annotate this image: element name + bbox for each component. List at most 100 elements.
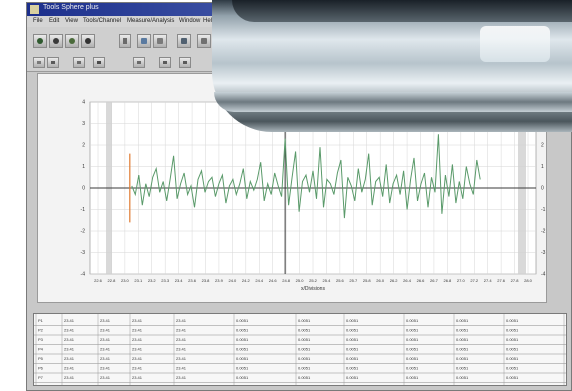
measure-icon [201, 38, 207, 44]
table-cell: P6 [38, 366, 44, 371]
y-tick-label-right: -1 [541, 207, 546, 213]
y-tick-label-right: 1 [541, 164, 544, 170]
disk-button[interactable] [119, 34, 131, 48]
tile-icon [137, 61, 141, 64]
y-tick-label-right: -2 [541, 229, 546, 235]
x-tick-label: 22.6 [94, 278, 103, 283]
x-tick-label: 23.2 [148, 278, 157, 283]
results-grid: P1 23.41 23.41 23.41 23.41 0.0051 0.0051 0.0051… [34, 314, 566, 385]
table-cell: 0.0051 [236, 366, 249, 371]
export-icon [77, 61, 81, 64]
table-cell: 0.0051 [456, 328, 469, 333]
disk-icon [123, 38, 127, 44]
table-cell: 23.41 [132, 366, 143, 371]
export-button[interactable] [73, 57, 85, 68]
table-cell: 0.0051 [406, 366, 419, 371]
table-cell: 0.0051 [236, 347, 249, 352]
x-tick-label: 24.4 [255, 278, 264, 283]
x-tick-label: 25.4 [323, 278, 332, 283]
table-cell: 23.41 [100, 328, 111, 333]
y-tick-label-left: -2 [81, 229, 86, 235]
series-line [131, 134, 481, 219]
x-tick-label: 25.7 [349, 278, 358, 283]
menu-view[interactable]: View [65, 18, 78, 24]
table-cell: 23.41 [132, 347, 143, 352]
table-cell: 23.41 [132, 328, 143, 333]
y-tick-label-left: 1 [82, 164, 85, 170]
lens-top-band [232, 0, 572, 22]
x-tick-label: 24.2 [242, 278, 251, 283]
print-icon [69, 38, 75, 44]
table-cell: 0.0051 [456, 347, 469, 352]
x-tick-label: 26.6 [417, 278, 426, 283]
table-cell: 0.0051 [346, 366, 359, 371]
menu-edit[interactable]: Edit [49, 18, 60, 24]
table-cell: 23.41 [132, 318, 143, 323]
menu-file[interactable]: File [33, 18, 43, 24]
menu-window[interactable]: Window [179, 18, 201, 24]
table-cell: P2 [38, 328, 44, 333]
menu-tools[interactable]: Tools/Channel [83, 18, 122, 24]
table-cell: 0.0051 [236, 337, 249, 342]
open-button[interactable] [49, 34, 63, 48]
menu-measure[interactable]: Measure/Analysis [127, 18, 175, 24]
table-cell: 23.41 [64, 366, 75, 371]
grid-button[interactable] [33, 57, 45, 68]
table-cell: 0.0051 [346, 337, 359, 342]
table-cell: 0.0051 [456, 375, 469, 380]
x-axis-label: x/Divisions [301, 286, 325, 292]
filter-button[interactable] [179, 57, 191, 68]
table-cell: 23.41 [100, 337, 111, 342]
x-tick-label: 27.4 [484, 278, 493, 283]
x-tick-label: 27.8 [511, 278, 520, 283]
table-cell: 23.41 [64, 375, 75, 380]
table-cell: 0.0051 [236, 318, 249, 323]
cursor-icon [163, 61, 167, 64]
table-cell: 0.0051 [406, 347, 419, 352]
table-cell: 0.0051 [236, 356, 249, 361]
copy-icon [141, 38, 147, 44]
table-cell: 0.0051 [506, 375, 519, 380]
table-cell: 0.0051 [298, 375, 311, 380]
y-tick-label-right: 0 [541, 186, 544, 192]
paste-button[interactable] [153, 34, 167, 48]
table-cell: P7 [38, 375, 44, 380]
table-cell: 0.0051 [298, 328, 311, 333]
app-icon [30, 5, 39, 14]
x-tick-label: 24.8 [282, 278, 291, 283]
window-title: Tools Sphere plus [43, 4, 99, 11]
zoom-button[interactable] [47, 57, 59, 68]
table-cell: 0.0051 [298, 318, 311, 323]
table-cell: 0.0051 [456, 337, 469, 342]
settings-button[interactable] [81, 34, 95, 48]
table-icon [97, 61, 101, 64]
print-button[interactable] [65, 34, 79, 48]
zoom-icon [51, 61, 55, 64]
table-cell: 23.41 [64, 356, 75, 361]
save-button[interactable] [33, 34, 47, 48]
x-tick-label: 26.8 [443, 278, 452, 283]
copy-button[interactable] [137, 34, 151, 48]
cursor-button[interactable] [159, 57, 171, 68]
x-tick-label: 24.6 [269, 278, 278, 283]
settings-icon [85, 38, 91, 44]
x-tick-label: 25.8 [363, 278, 372, 283]
table-button[interactable] [93, 57, 105, 68]
table-cell: P4 [38, 347, 44, 352]
x-tick-label: 26.7 [430, 278, 439, 283]
open-icon [53, 38, 59, 44]
chart-button[interactable] [177, 34, 191, 48]
measure-button[interactable] [197, 34, 211, 48]
table-cell: 0.0051 [346, 375, 359, 380]
table-cell: 0.0051 [298, 337, 311, 342]
tile-button[interactable] [133, 57, 145, 68]
table-cell: 23.41 [100, 356, 111, 361]
menu-help[interactable]: Help [203, 18, 216, 24]
table-cell: 0.0051 [236, 375, 249, 380]
x-tick-label: 23.4 [175, 278, 184, 283]
y-tick-label-left: -1 [81, 207, 86, 213]
grid-icon [37, 61, 41, 64]
table-cell: 0.0051 [406, 328, 419, 333]
y-tick-label-left: 2 [82, 143, 85, 149]
table-cell: P3 [38, 337, 44, 342]
